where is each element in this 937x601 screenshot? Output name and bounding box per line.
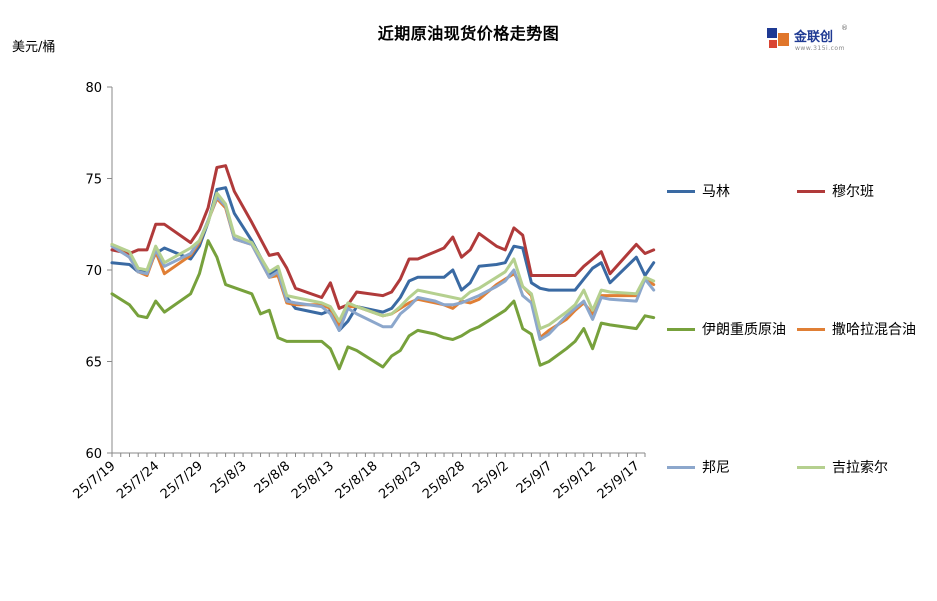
legend-label: 马林 <box>702 184 730 200</box>
series-line-3 <box>110 239 656 371</box>
legend-label: 穆尔班 <box>832 184 874 200</box>
logo-name: 金联创 <box>794 30 834 45</box>
y-tick-label: 60 <box>85 447 102 462</box>
x-tick-label: 25/9/12 <box>551 459 599 503</box>
x-tick-label: 25/8/8 <box>252 459 294 497</box>
legend-swatch <box>667 190 695 193</box>
y-tick-label: 75 <box>85 173 102 188</box>
series-line-5 <box>110 195 656 341</box>
x-tick-label: 25/8/3 <box>208 459 250 497</box>
legend-swatch <box>797 190 825 193</box>
chart-title: 近期原油现货价格走势图 <box>377 24 560 43</box>
company-logo: 金联创 ® www.315i.com <box>765 22 855 58</box>
logo-mark-icon <box>767 28 789 48</box>
x-tick-label: 25/9/17 <box>595 459 643 503</box>
x-tick-label: 25/9/7 <box>514 459 556 497</box>
y-axis-unit-label: 美元/桶 <box>12 40 56 55</box>
y-tick-label: 65 <box>85 356 102 371</box>
legend-swatch <box>667 328 695 331</box>
y-tick-label: 80 <box>85 81 102 96</box>
x-tick-label: 25/8/28 <box>420 459 468 503</box>
logo-registered-mark: ® <box>841 24 848 32</box>
x-tick-label: 25/7/19 <box>71 459 119 503</box>
legend-label: 伊朗重质原油 <box>702 322 786 338</box>
legend-swatch <box>797 466 825 469</box>
x-tick-label: 25/9/2 <box>470 459 512 497</box>
logo-url: www.315i.com <box>795 45 845 52</box>
legend-label: 吉拉索尔 <box>832 460 888 476</box>
legend-swatch <box>797 328 825 331</box>
legend-label: 邦尼 <box>702 460 730 476</box>
x-tick-label: 25/8/18 <box>333 459 381 503</box>
y-tick-label: 70 <box>85 264 102 279</box>
legend-label: 撒哈拉混合油 <box>832 322 916 338</box>
series-line-6 <box>110 191 656 331</box>
series-line-2 <box>110 164 656 310</box>
legend-swatch <box>667 466 695 469</box>
x-tick-label: 25/8/23 <box>376 459 424 503</box>
x-tick-label: 25/7/29 <box>158 459 206 503</box>
x-tick-label: 25/8/13 <box>289 459 337 503</box>
x-tick-label: 25/7/24 <box>114 459 162 503</box>
